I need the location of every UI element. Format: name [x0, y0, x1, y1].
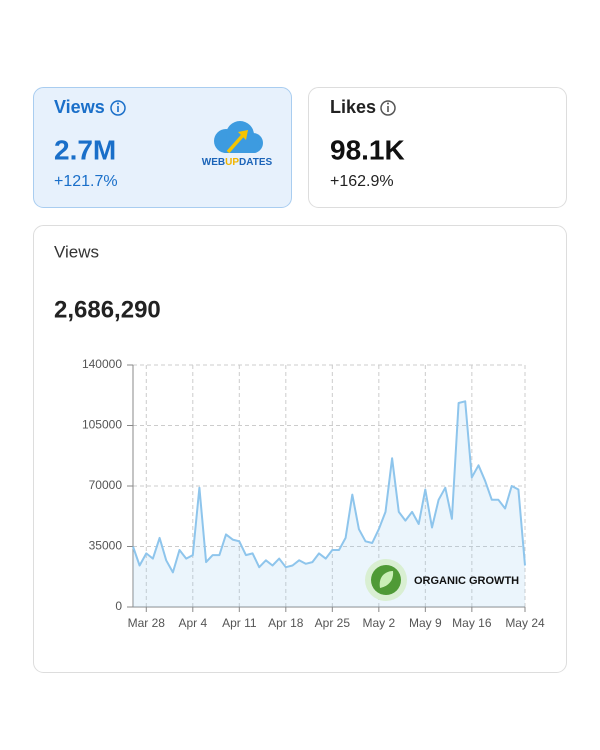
logo-part: UP: [225, 157, 239, 168]
info-icon: [110, 100, 126, 116]
y-tick-label: 105000: [82, 418, 122, 432]
likes-card-change: +162.9%: [330, 173, 394, 190]
y-tick-label: 35000: [89, 539, 123, 553]
watermark-icon: [365, 559, 407, 601]
x-tick-label: May 2: [362, 616, 395, 630]
likes-card-value: 98.1K: [330, 134, 405, 165]
chart-card-title: Views: [54, 242, 99, 261]
logo-icon: [214, 121, 263, 154]
logo-part: WEB: [202, 157, 225, 168]
x-tick-label: Mar 28: [128, 616, 166, 630]
x-tick-label: May 9: [409, 616, 442, 630]
views-card-title: Views: [54, 97, 105, 117]
x-tick-label: Apr 25: [315, 616, 351, 630]
y-tick-label: 140000: [82, 357, 122, 371]
x-tick-label: May 16: [452, 616, 492, 630]
y-tick-label: 0: [115, 599, 122, 613]
area: [133, 401, 525, 607]
plot: 0 35000 70000 105000 140000 Mar 28 Apr 4 Apr 11…: [82, 357, 545, 630]
likes-card-title: Likes: [330, 97, 376, 117]
x-tick-label: Apr 18: [268, 616, 304, 630]
y-tick-label: 70000: [89, 478, 123, 492]
logo-text: WEBUPDATES: [202, 157, 273, 168]
x-tick-label: Apr 4: [178, 616, 207, 630]
logo-part: DATES: [239, 157, 272, 168]
watermark-text: ORGANIC GROWTH: [414, 575, 519, 587]
line: [132, 400, 526, 574]
views-card-change: +121.7%: [54, 173, 118, 190]
views-card-value: 2.7M: [54, 134, 116, 165]
info-icon: [380, 100, 396, 116]
likes-card[interactable]: [308, 87, 567, 208]
x-tick-label: May 24: [505, 616, 545, 630]
x-tick-label: Apr 11: [222, 616, 257, 630]
chart-card-total: 2,686,290: [54, 296, 161, 323]
views-card[interactable]: [33, 87, 292, 208]
